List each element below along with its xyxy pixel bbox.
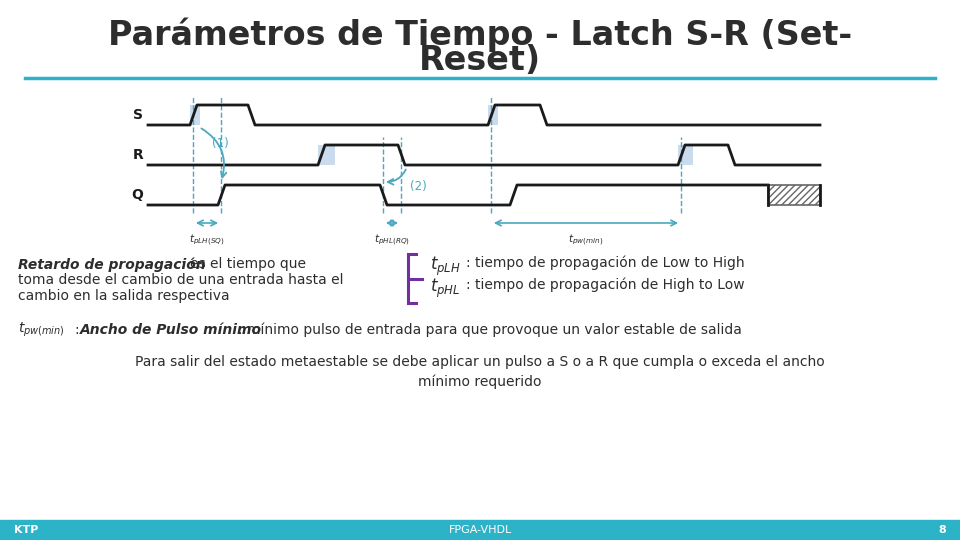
Text: :: : xyxy=(75,323,84,337)
Text: Ancho de Pulso mínimo: Ancho de Pulso mínimo xyxy=(80,323,262,337)
Text: : mínimo pulso de entrada para que provoque un valor estable de salida: : mínimo pulso de entrada para que provo… xyxy=(238,323,742,338)
Bar xyxy=(0,520,960,540)
Text: $t_{pHL}$: $t_{pHL}$ xyxy=(430,277,461,300)
Text: S: S xyxy=(133,108,143,122)
Text: Reset): Reset) xyxy=(419,44,541,77)
Text: : tiempo de propagación de Low to High: : tiempo de propagación de Low to High xyxy=(466,255,745,269)
Text: $t_{pLH(SQ)}$: $t_{pLH(SQ)}$ xyxy=(189,233,225,248)
Text: toma desde el cambio de una entrada hasta el: toma desde el cambio de una entrada hast… xyxy=(18,273,344,287)
Text: : tiempo de propagación de High to Low: : tiempo de propagación de High to Low xyxy=(466,277,745,292)
Bar xyxy=(768,185,820,205)
Text: R: R xyxy=(132,148,143,162)
Bar xyxy=(488,105,498,125)
Text: cambio en la salida respectiva: cambio en la salida respectiva xyxy=(18,289,229,303)
Bar xyxy=(678,145,693,165)
Text: $t_{pw(min)}$: $t_{pw(min)}$ xyxy=(18,321,64,339)
Text: Parámetros de Tiempo - Latch S-R (Set-: Parámetros de Tiempo - Latch S-R (Set- xyxy=(108,18,852,52)
Text: KTP: KTP xyxy=(14,525,38,535)
Text: 8: 8 xyxy=(938,525,946,535)
Text: Q: Q xyxy=(132,188,143,202)
Text: Para salir del estado metaestable se debe aplicar un pulso a S o a R que cumpla : Para salir del estado metaestable se deb… xyxy=(135,355,825,369)
Bar xyxy=(190,105,200,125)
Text: : es el tiempo que: : es el tiempo que xyxy=(181,257,306,271)
Text: FPGA-VHDL: FPGA-VHDL xyxy=(448,525,512,535)
Text: mínimo requerido: mínimo requerido xyxy=(419,375,541,389)
Text: Retardo de propagación: Retardo de propagación xyxy=(18,257,205,272)
Text: (1): (1) xyxy=(212,137,228,150)
Text: $t_{pw(min)}$: $t_{pw(min)}$ xyxy=(568,233,604,248)
Text: $t_{pHL(RQ)}$: $t_{pHL(RQ)}$ xyxy=(374,233,410,248)
Text: $t_{pLH}$: $t_{pLH}$ xyxy=(430,255,461,278)
FancyArrowPatch shape xyxy=(202,129,227,177)
Bar xyxy=(318,145,335,165)
Text: (2): (2) xyxy=(410,180,427,193)
FancyArrowPatch shape xyxy=(388,170,406,185)
